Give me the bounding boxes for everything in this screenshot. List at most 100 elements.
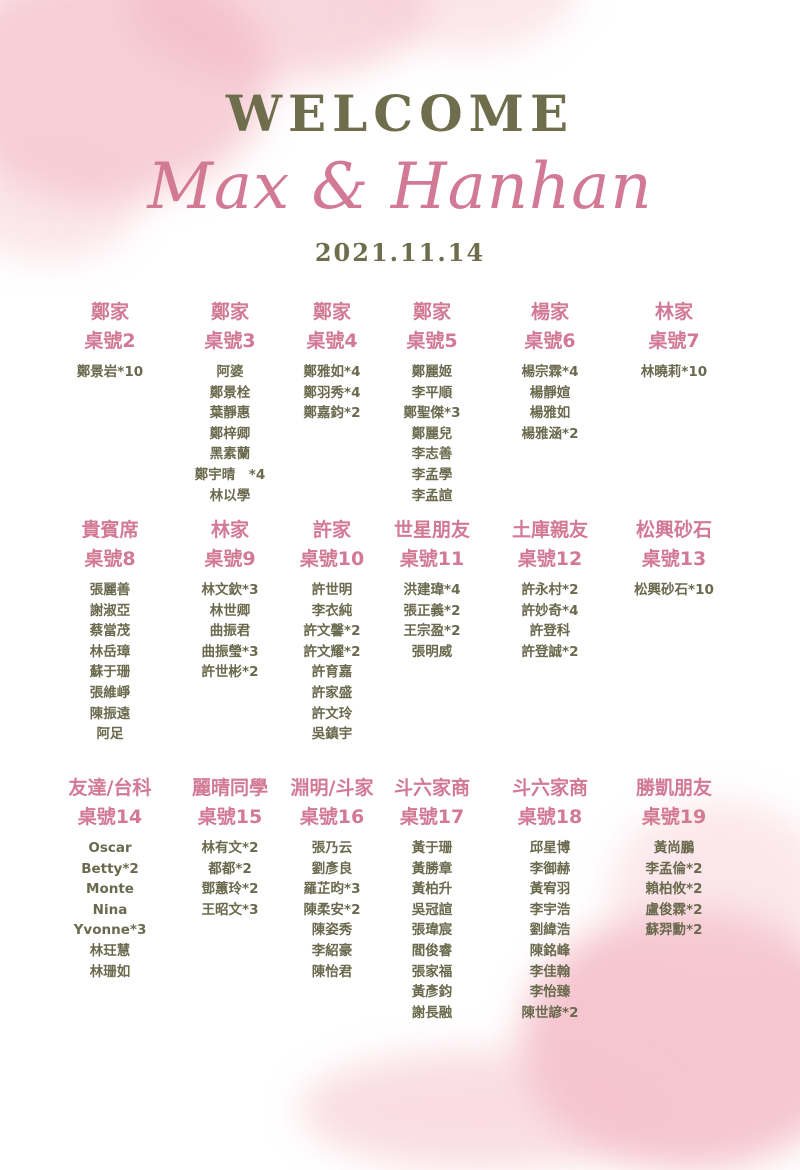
table-card: 土庫親友桌號12 許永村*2 許妙奇*4 許登科 許登誠*2 xyxy=(480,516,620,662)
guest-name: 黃尚鵬 xyxy=(653,840,695,856)
guest-name: 李孟學 xyxy=(411,466,453,483)
guest-name: 李平順 xyxy=(411,384,453,401)
guest-name: 羅芷昀*3 xyxy=(303,881,361,898)
guest-name: 林玨慧 xyxy=(89,942,131,959)
guest-name: 林文欽*3 xyxy=(201,582,259,598)
guest-name: 張瑋宸 xyxy=(411,922,453,939)
guest-list: 許永村*2 許妙奇*4 許登科 許登誠*2 xyxy=(480,580,620,662)
guest-name: 李宇浩 xyxy=(529,901,571,918)
guest-list: 黃尚鵬 李孟倫*2 賴柏攸*2 盧俊霖*2 蘇羿勳*2 xyxy=(604,838,744,941)
guest-name: 李孟倫*2 xyxy=(645,860,703,877)
guest-name: 松興砂石*10 xyxy=(634,582,714,598)
guest-name: 林珊如 xyxy=(89,963,131,980)
table-family-label: 土庫親友 xyxy=(511,519,588,541)
guest-name: 陳怡君 xyxy=(311,963,353,980)
guest-name: 張維崢 xyxy=(89,684,131,701)
table-card: 淵明/斗家 桌號16 張乃云 劉彥良 羅芷昀*3 陳柔安*2 陳姿秀 李紹豪 陳怡君 xyxy=(262,774,402,982)
guest-name: 李紹豪 xyxy=(311,942,353,959)
guest-name: 張麗善 xyxy=(89,582,131,598)
guest-list: 鄭麗姬 李平順 鄭聖傑*3 鄭麗兒 李志善 李孟學 李孟諠 xyxy=(362,362,502,506)
guest-name: 都都*2 xyxy=(208,860,252,877)
guest-name: 張乃云 xyxy=(311,840,353,856)
table-number: 桌號18 xyxy=(517,806,583,828)
guest-name: 鄭麗姬 xyxy=(411,364,453,380)
guest-name: 蘇羿勳*2 xyxy=(645,922,703,939)
watercolor-wash-bottom xyxy=(300,1050,660,1170)
table-card: 林家 桌號7 林曉莉*10 xyxy=(604,298,744,383)
guest-list: Oscar Betty*2 Monte Nina Yvonne*3 林玨慧 林珊如 xyxy=(40,838,180,982)
table-family-label: 淵明/斗家 xyxy=(290,777,374,799)
guest-list: 邱星博 李御赫 黃宥羽 李宇浩 劉緯浩 陳銘峰 李佳翰 李怡臻 陳世諺*2 xyxy=(480,838,620,1023)
guest-name: 許登誠*2 xyxy=(521,643,579,660)
guest-name: Nina xyxy=(92,901,128,918)
guest-name: 黃勝章 xyxy=(411,860,453,877)
guest-name: Betty*2 xyxy=(81,860,139,877)
guest-name: 李孟諠 xyxy=(411,487,453,504)
table-card: 林家 桌號9 林文欽*3 林世卿 曲振君 曲振瑩*3 許世彬*2 xyxy=(160,516,300,683)
table-number: 桌號3 xyxy=(204,330,256,352)
table-card: 許家 桌號10 許世明 李衣純 許文馨*2 許文耀*2 許育嘉 許家盛 許文玲 吳鎮宇 xyxy=(262,516,402,745)
guest-name: 曲振瑩*3 xyxy=(201,643,259,660)
table-card: 世星朋友 桌號11 洪建瑋*4 張正義*2 王宗盈*2 張明威 xyxy=(362,516,502,662)
guest-name: 劉緯浩 xyxy=(529,922,571,939)
guest-name: 鄭景栓 xyxy=(209,384,251,401)
guest-name: 蘇于珊 xyxy=(89,664,131,681)
guest-name: 王昭文*3 xyxy=(201,901,259,918)
guest-name: 李佳翰 xyxy=(529,963,571,980)
guest-name: 許世彬*2 xyxy=(201,664,259,681)
guest-name: 賴柏攸*2 xyxy=(645,881,703,898)
guest-name: 阿婆 xyxy=(216,364,244,380)
table-card: 貴賓席 桌號8 張麗善 謝淑亞 蔡當茂 林岳璋 蘇于珊 張維崢 陳振遠 阿足 xyxy=(40,516,180,745)
guest-name: 張正義*2 xyxy=(403,602,461,619)
guest-name: 吳冠諠 xyxy=(411,901,453,918)
guest-name: 許育嘉 xyxy=(311,664,353,681)
table-number: 桌號15 xyxy=(197,806,263,828)
table-number: 桌號17 xyxy=(399,806,465,828)
table-family-label: 鄭家 xyxy=(90,301,129,323)
guest-name: 陳振遠 xyxy=(89,705,131,722)
guest-list: 松興砂石*10 xyxy=(604,580,744,601)
guest-name: 鄭梓卿 xyxy=(209,425,251,442)
guest-list: 張乃云 劉彥良 羅芷昀*3 陳柔安*2 陳姿秀 李紹豪 陳怡君 xyxy=(262,838,402,982)
table-family-label: 斗六家商 xyxy=(393,777,470,799)
guest-name: 鄭嘉鈞*2 xyxy=(303,405,361,422)
guest-name: 鄭聖傑*3 xyxy=(403,405,461,422)
guest-name: 林世卿 xyxy=(209,602,251,619)
guest-name: 鄭麗兒 xyxy=(411,425,453,442)
table-card: 鄭家 桌號2 鄭景岩*10 xyxy=(40,298,180,383)
guest-name: 鄭景岩*10 xyxy=(76,364,144,380)
guest-name: 陳銘峰 xyxy=(529,942,571,959)
guest-name: 黃彥鈞 xyxy=(411,984,453,1001)
table-family-label: 林家 xyxy=(210,519,249,541)
table-family-label: 鄭家 xyxy=(210,301,249,323)
table-card: 友達/台科 桌號14 Oscar Betty*2 Monte Nina Yvonne*3 林玨… xyxy=(40,774,180,982)
table-number: 桌號16 xyxy=(299,806,365,828)
guest-list: 黃于珊 黃勝章 黃柏升 吳冠諠 張瑋宸 閻俊睿 張家福 黃彥鈞 謝長融 xyxy=(362,838,502,1023)
guest-name: Monte xyxy=(86,881,134,898)
table-family-label: 松興砂石 xyxy=(635,519,712,541)
guest-name: 邱星博 xyxy=(529,840,571,856)
guest-name: 曲振君 xyxy=(209,623,251,640)
table-family-label: 世星朋友 xyxy=(393,519,470,541)
guest-name: 阿足 xyxy=(96,726,124,743)
table-number: 桌號13 xyxy=(641,548,707,570)
watercolor-wash-top-right xyxy=(360,0,580,50)
guest-list: 鄭雅如*4 鄭羽秀*4 鄭嘉鈞*2 xyxy=(262,362,402,424)
guest-list: 林有文*2 都都*2 鄧蕙玲*2 王昭文*3 xyxy=(160,838,300,920)
table-number: 桌號19 xyxy=(641,806,707,828)
guest-name: 黃柏升 xyxy=(411,881,453,898)
guest-name: 鄧蕙玲*2 xyxy=(201,881,259,898)
guest-name: 陳姿秀 xyxy=(311,922,353,939)
guest-name: 楊宗霖*4 xyxy=(521,364,579,380)
table-family-label: 鄭家 xyxy=(412,301,451,323)
guest-name: 黃于珊 xyxy=(411,840,453,856)
table-number: 桌號12 xyxy=(517,548,583,570)
guest-name: 葉靜惠 xyxy=(209,405,251,422)
table-card: 松興砂石桌號13 松興砂石*10 xyxy=(604,516,744,601)
guest-name: 蔡當茂 xyxy=(89,623,131,640)
table-number: 桌號4 xyxy=(306,330,358,352)
guest-name: Oscar xyxy=(88,840,132,856)
guest-list: 鄭景岩*10 xyxy=(40,362,180,383)
guest-name: 林曉莉*10 xyxy=(640,364,708,380)
table-card: 麗晴同學 桌號15 林有文*2 都都*2 鄧蕙玲*2 王昭文*3 xyxy=(160,774,300,920)
